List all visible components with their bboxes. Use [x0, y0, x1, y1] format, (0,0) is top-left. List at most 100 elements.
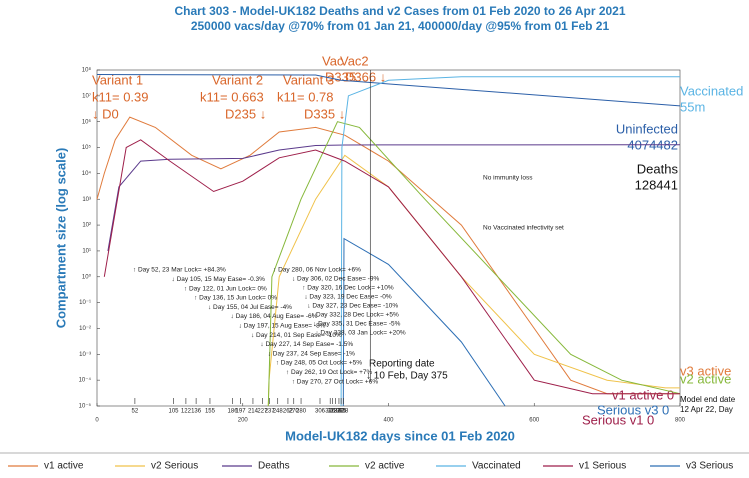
- series-line: [342, 237, 506, 407]
- event-note: ↑ Day 270, 27 Oct Lock= +6%: [292, 378, 379, 385]
- reporting-label: Reporting date: [369, 359, 435, 370]
- model-end-label: 12 Apr 22, Day: [680, 405, 733, 414]
- x-tick-label: 400: [383, 418, 394, 424]
- event-day-label: 52: [132, 409, 139, 415]
- series-line: [96, 74, 681, 107]
- series-line: [340, 76, 680, 407]
- plot-frame: [96, 69, 681, 407]
- event-day-label: 262: [283, 409, 294, 415]
- event-note: ↑ Day 320, 16 Dec Lock= +10%: [302, 285, 394, 292]
- event-day-label: 227: [257, 409, 268, 415]
- variant-label: k11= 0.78: [277, 89, 334, 104]
- event-day-label: 105: [169, 409, 180, 415]
- chart-title: Chart 303 - Model-UK182 Deaths and v2 Ca…: [174, 4, 625, 18]
- y-tick-label: 10¹: [82, 249, 91, 255]
- event-note: ↓ Day 186, 04 Aug Ease= -6%: [231, 313, 318, 320]
- event-day-label: 320: [325, 409, 336, 415]
- y-tick-label: 10⁷: [82, 92, 91, 99]
- x-tick-label: 0: [95, 418, 99, 424]
- vac-label: Vac: [322, 53, 344, 68]
- vaccinated-value: 55m: [680, 99, 705, 114]
- legend-label: v2 active: [365, 461, 405, 472]
- event-note: ↑ Day 332, 28 Dec Lock= +5%: [311, 312, 399, 319]
- variant-label: k11= 0.39: [92, 89, 149, 104]
- event-day-label: 280: [296, 409, 307, 415]
- legend-label: Deaths: [258, 461, 290, 472]
- event-day-label: 270: [289, 409, 300, 415]
- event-note: ↑ Day 122, 01 Jun Lock= 0%: [184, 285, 267, 292]
- y-axis-label: Compartment size (log scale): [53, 148, 68, 329]
- y-tick-label: 10³: [82, 197, 91, 203]
- variant-label: Variant 1: [92, 72, 143, 87]
- note: No immunity loss: [483, 175, 533, 182]
- right-label: Serious v3 0: [597, 402, 669, 417]
- uninfected-label: Uninfected: [616, 121, 678, 136]
- model-end-label: Model end date: [680, 395, 736, 404]
- event-day-label: 186: [228, 409, 239, 415]
- variant-label: D335 ↓: [304, 106, 345, 121]
- vac-label: D366 ↓: [345, 69, 386, 84]
- right-label: v3 active: [680, 363, 731, 378]
- event-note: ↓ Day 338, 03 Jan Lock= +20%: [315, 330, 406, 337]
- event-note: ↓ Day 197, 15 Aug Ease= -8%: [239, 323, 326, 330]
- event-day-label: 338: [338, 409, 349, 415]
- y-tick-label: 10⁻⁴: [79, 377, 92, 384]
- event-note: ↓ Day 327, 23 Dec Ease= -10%: [307, 303, 398, 310]
- y-tick-label: 10⁴: [82, 170, 92, 177]
- variant-label: ↓ D0: [92, 106, 119, 121]
- legend-label: v2 Serious: [151, 461, 198, 472]
- x-tick-label: 800: [675, 418, 686, 424]
- deaths-label: Deaths: [637, 161, 679, 176]
- event-note: ↓ Day 155, 04 Jul Ease= -4%: [208, 304, 292, 311]
- event-day-label: 197: [236, 409, 247, 415]
- legend-label: v1 active: [44, 461, 84, 472]
- event-day-label: 332: [334, 409, 345, 415]
- deaths-value: 128441: [635, 177, 678, 192]
- event-note: ↑ Day 248, 05 Oct Lock= +5%: [276, 360, 363, 367]
- event-note: ↓ Day 214, 01 Sep Ease= -10%: [251, 332, 342, 339]
- event-note: ↓ Day 105, 15 May Ease= -0.3%: [172, 276, 266, 283]
- y-tick-label: 10²: [82, 223, 91, 229]
- event-day-label: 323: [327, 409, 338, 415]
- event-day-label: 335: [336, 409, 347, 415]
- event-note: ↑ Day 52, 23 Mar Lock= +84.3%: [133, 267, 226, 274]
- right-label: v1 active 0: [612, 387, 674, 402]
- series-line: [96, 116, 680, 395]
- event-note: ↓ Day 323, 19 Dec Ease= -0%: [304, 294, 391, 301]
- x-tick-label: 200: [238, 418, 249, 424]
- event-day-label: 155: [205, 409, 216, 415]
- variant-label: D235 ↓: [225, 106, 266, 121]
- event-day-label: 122: [181, 409, 192, 415]
- y-tick-label: 10⁻⁵: [79, 403, 92, 410]
- chart-subtitle: 250000 vacs/day @70% from 01 Jan 21, 400…: [191, 19, 610, 33]
- legend-label: v1 Serious: [579, 461, 626, 472]
- y-tick-label: 10⁵: [82, 144, 92, 151]
- x-tick-label: 600: [529, 418, 540, 424]
- series-line: [107, 144, 681, 251]
- legend-label: Vaccinated: [472, 461, 521, 472]
- y-tick-label: 10⁻¹: [79, 300, 91, 306]
- note: No Vaccinated infectivity set: [483, 225, 564, 232]
- vac-label: Vac2: [340, 53, 369, 68]
- event-note: ↓ Day 227, 14 Sep Ease= -1.5%: [260, 341, 353, 348]
- event-day-label: 214: [248, 409, 259, 415]
- variant-label: k11= 0.663: [200, 89, 264, 104]
- vaccinated-label: Vaccinated: [680, 83, 743, 98]
- y-tick-label: 10⁶: [82, 118, 92, 125]
- y-tick-label: 10⁻²: [79, 326, 91, 332]
- event-day-label: 136: [191, 409, 202, 415]
- series-line: [267, 121, 681, 407]
- right-label: v2 active: [680, 371, 731, 386]
- series-line: [103, 139, 680, 395]
- y-tick-label: 10⁻³: [79, 352, 91, 358]
- reporting-label: ↓ 10 Feb, Day 375: [366, 371, 448, 382]
- event-note: ↓ Day 237, 24 Sep Ease= -1%: [268, 350, 355, 357]
- event-note: ↓ Day 335, 31 Dec Ease= -5%: [313, 321, 400, 328]
- y-tick-label: 10⁰: [82, 273, 92, 280]
- event-day-label: 306: [315, 409, 326, 415]
- event-note: ↓ Day 306, 02 Dec Ease= -9%: [292, 276, 379, 283]
- legend-label: v3 Serious: [686, 461, 733, 472]
- event-day-label: 237: [265, 409, 276, 415]
- event-day-label: 327: [330, 409, 341, 415]
